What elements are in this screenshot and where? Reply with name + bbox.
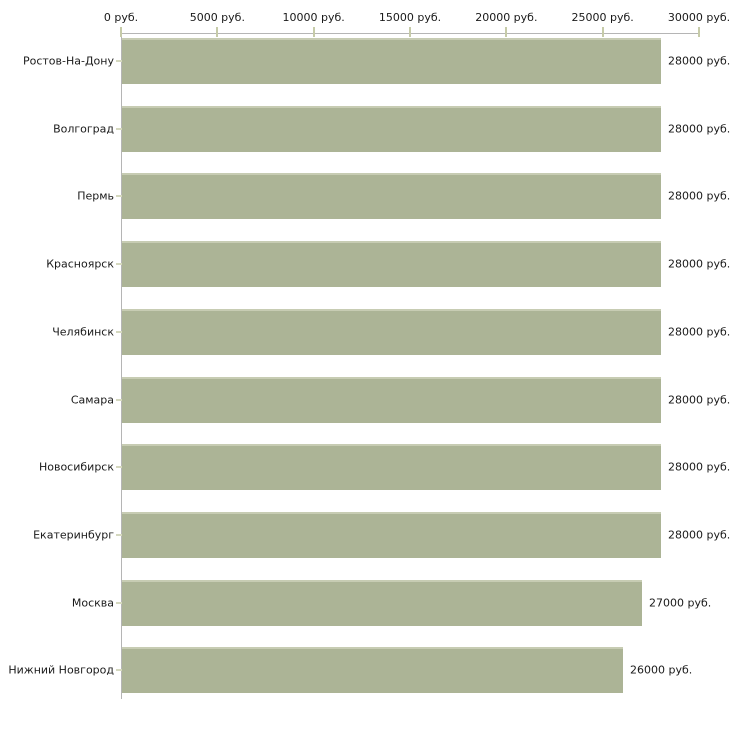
x-axis-tick-label: 20000 руб. [475, 11, 538, 24]
x-axis-tick-label: 10000 руб. [282, 11, 345, 24]
category-label: Волгоград [53, 122, 114, 136]
x-axis-tick-label: 30000 руб. [667, 11, 730, 24]
value-label: 28000 руб. [668, 122, 730, 136]
y-axis-line [121, 33, 122, 699]
y-axis-tick [116, 601, 122, 604]
bar [122, 241, 661, 288]
x-axis-tick-label: 15000 руб. [378, 11, 442, 24]
category-label: Красноярск [46, 257, 114, 271]
value-label: 28000 руб. [668, 528, 730, 542]
value-label: 27000 руб. [649, 596, 712, 610]
value-label: 28000 руб. [668, 460, 730, 474]
value-label: 26000 руб. [630, 663, 693, 677]
bar [122, 105, 661, 152]
x-axis-tick [216, 27, 219, 37]
category-label: Нижний Новгород [8, 663, 114, 677]
x-axis-tick-label: 5000 руб. [189, 11, 245, 24]
bar [122, 647, 623, 694]
x-axis-tick [312, 27, 315, 37]
y-axis-tick [116, 330, 122, 333]
bar [122, 444, 661, 491]
x-axis-tick [120, 27, 122, 37]
y-axis-tick [116, 263, 122, 266]
category-label: Новосибирск [38, 460, 114, 474]
category-label: Самара [70, 393, 114, 406]
y-axis-tick [116, 533, 122, 536]
bar [122, 511, 661, 558]
bar [122, 308, 661, 355]
value-label: 28000 руб. [668, 325, 730, 339]
value-label: 28000 руб. [668, 54, 730, 68]
bar [122, 173, 661, 220]
x-axis-tick [409, 27, 411, 37]
category-label: Екатеринбург [33, 528, 114, 542]
value-label: 28000 руб. [668, 189, 730, 203]
bar [122, 579, 642, 626]
x-axis-tick [698, 27, 700, 37]
category-label: Пермь [77, 189, 114, 203]
bar [122, 376, 661, 423]
x-axis-tick-label: 0 руб. [103, 11, 139, 24]
bar [122, 38, 661, 84]
y-axis-tick [116, 60, 122, 62]
y-axis-tick [116, 398, 122, 401]
category-label: Москва [71, 596, 114, 610]
value-label: 28000 руб. [668, 393, 730, 406]
x-axis-tick [505, 27, 508, 37]
y-axis-tick [116, 466, 122, 469]
category-label: Челябинск [52, 325, 114, 339]
y-axis-tick [116, 669, 122, 672]
y-axis-tick [116, 127, 122, 130]
x-axis-tick [601, 27, 604, 37]
value-label: 28000 руб. [668, 257, 730, 271]
x-axis-tick-label: 25000 руб. [571, 11, 634, 24]
y-axis-tick [116, 195, 122, 198]
category-label: Ростов-На-Дону [22, 54, 114, 68]
